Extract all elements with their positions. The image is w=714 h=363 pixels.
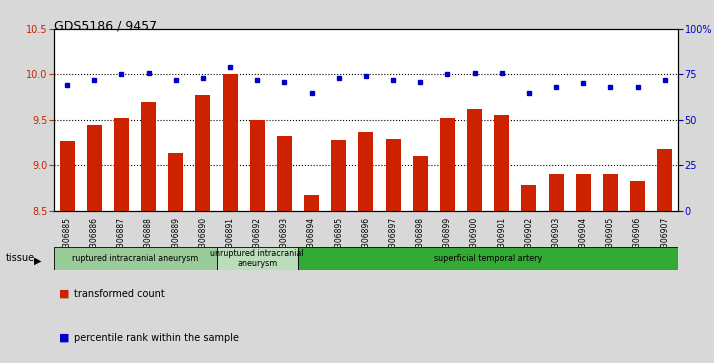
Bar <box>386 139 401 211</box>
Text: percentile rank within the sample: percentile rank within the sample <box>74 333 239 343</box>
Text: unruptured intracranial
aneurysm: unruptured intracranial aneurysm <box>211 249 304 268</box>
Bar <box>223 74 238 211</box>
Bar <box>87 125 102 211</box>
Bar <box>60 141 74 211</box>
Bar <box>54 247 216 270</box>
Bar <box>331 140 346 211</box>
Bar <box>575 174 590 211</box>
Bar <box>467 109 482 211</box>
Bar <box>413 156 428 211</box>
Bar <box>494 115 509 211</box>
Text: ■: ■ <box>59 333 69 343</box>
Bar <box>603 174 618 211</box>
Bar <box>250 120 265 211</box>
Text: transformed count: transformed count <box>74 289 165 299</box>
Bar <box>548 174 563 211</box>
Bar <box>277 136 292 211</box>
Text: tissue: tissue <box>6 253 35 264</box>
Bar <box>216 247 298 270</box>
Bar <box>358 132 373 211</box>
Text: GDS5186 / 9457: GDS5186 / 9457 <box>54 20 156 33</box>
Text: superficial temporal artery: superficial temporal artery <box>434 254 543 263</box>
Bar <box>658 149 672 211</box>
Bar <box>141 102 156 211</box>
Bar <box>521 185 536 211</box>
Text: ■: ■ <box>59 289 69 299</box>
Text: ▶: ▶ <box>34 255 42 265</box>
Bar <box>304 195 319 211</box>
Text: ruptured intracranial aneurysm: ruptured intracranial aneurysm <box>72 254 198 263</box>
Bar <box>440 118 455 211</box>
Bar <box>196 95 211 211</box>
Bar <box>169 153 183 211</box>
Bar <box>114 118 129 211</box>
Bar <box>630 182 645 211</box>
Bar <box>298 247 678 270</box>
